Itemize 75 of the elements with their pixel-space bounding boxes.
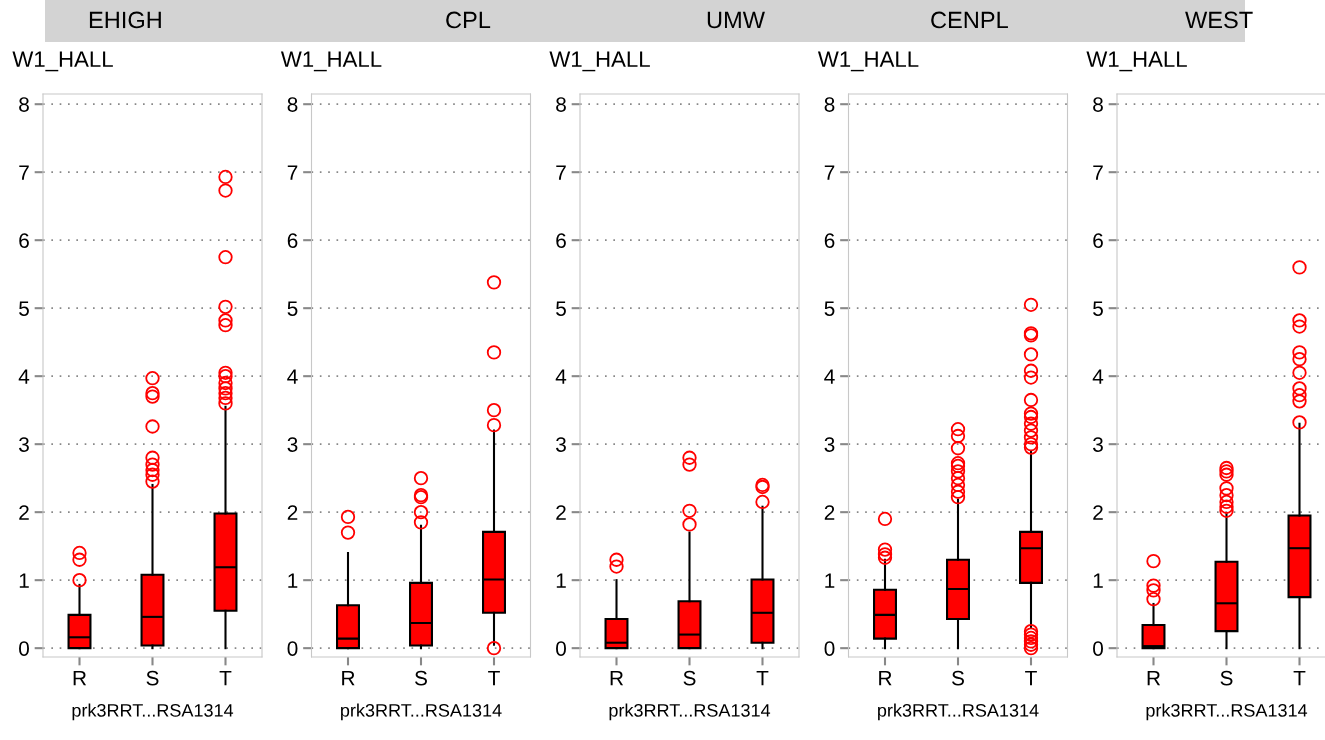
x-tick-label: S (1220, 670, 1233, 686)
y-axis-title: W1_HALL (549, 51, 650, 72)
y-tick-label: 2 (556, 505, 566, 520)
y-tick-label: 6 (287, 233, 298, 248)
x-tick-label: S (683, 670, 696, 686)
x-tick-label: T (1025, 670, 1037, 686)
y-axis-title: W1_HALL (1086, 51, 1187, 72)
y-tick-label: 0 (287, 641, 298, 656)
y-tick-label: 4 (287, 369, 298, 384)
y-tick-label: 1 (19, 573, 29, 588)
x-tick-label: S (415, 670, 427, 686)
y-tick-label: 2 (287, 505, 298, 520)
y-tick-label: 7 (19, 165, 29, 180)
y-tick-label: 2 (19, 505, 29, 520)
y-tick-label: 2 (1093, 505, 1103, 520)
y-tick-label: 0 (556, 641, 566, 656)
y-tick-label: 6 (19, 233, 29, 248)
x-axis-title: prk3RRT...RSA1314 (878, 703, 1039, 721)
y-tick-label: 8 (1093, 97, 1103, 112)
x-tick-label: T (756, 670, 769, 686)
x-tick-label: R (342, 670, 355, 686)
y-tick-label: 8 (824, 97, 835, 112)
y-tick-label: 1 (1093, 573, 1103, 588)
y-tick-label: 1 (288, 573, 298, 588)
y-tick-label: 1 (825, 573, 835, 588)
y-tick-label: 3 (19, 437, 29, 452)
y-tick-label: 3 (556, 437, 566, 452)
x-axis-title: prk3RRT...RSA1314 (72, 703, 234, 721)
y-tick-label: 5 (1093, 301, 1103, 316)
y-tick-label: 7 (556, 165, 566, 180)
y-tick-label: 8 (556, 97, 566, 112)
y-tick-label: 2 (824, 505, 835, 520)
x-axis-title: prk3RRT...RSA1314 (1146, 703, 1308, 721)
y-tick-label: 4 (555, 369, 567, 384)
y-tick-label: 8 (19, 97, 29, 112)
y-tick-label: 7 (1093, 165, 1103, 180)
y-axis-title: W1_HALL (12, 51, 113, 72)
x-tick-label: R (879, 670, 892, 686)
y-tick-label: 7 (824, 165, 835, 180)
y-tick-label: 3 (1093, 437, 1103, 452)
y-tick-label: 6 (1093, 233, 1103, 248)
y-tick-label: 6 (556, 233, 566, 248)
x-tick-label: R (1147, 670, 1161, 686)
chart-title: EHIGH (89, 11, 161, 29)
x-tick-label: R (610, 670, 624, 686)
y-tick-label: 8 (287, 97, 298, 112)
x-tick-label: R (73, 670, 87, 686)
chart-title: CPL (446, 11, 491, 29)
y-tick-label: 0 (19, 641, 29, 656)
x-tick-label: T (219, 670, 232, 686)
y-axis-title: W1_HALL (817, 51, 919, 72)
y-tick-label: 1 (556, 573, 566, 588)
chart-title: WEST (1185, 11, 1253, 29)
x-axis-title: prk3RRT...RSA1314 (609, 703, 771, 721)
x-tick-label: T (1293, 670, 1306, 686)
y-tick-label: 6 (824, 233, 835, 248)
y-tick-label: 5 (824, 301, 835, 316)
y-tick-label: 7 (287, 165, 298, 180)
y-tick-label: 3 (824, 437, 835, 452)
y-tick-label: 5 (287, 301, 298, 316)
y-tick-label: 5 (19, 301, 29, 316)
x-tick-label: S (146, 670, 159, 686)
y-tick-label: 4 (18, 369, 30, 384)
x-tick-label: T (488, 670, 500, 686)
chart-title: CENPL (931, 11, 1008, 29)
x-tick-label: S (952, 670, 964, 686)
y-axis-title: W1_HALL (280, 51, 382, 72)
y-tick-label: 4 (1092, 369, 1104, 384)
x-axis-title: prk3RRT...RSA1314 (341, 703, 502, 721)
y-tick-label: 3 (287, 437, 298, 452)
y-tick-label: 0 (824, 641, 835, 656)
y-tick-label: 4 (824, 369, 835, 384)
chart-title: UMW (707, 11, 765, 29)
y-tick-label: 0 (1093, 641, 1103, 656)
y-tick-label: 5 (556, 301, 566, 316)
